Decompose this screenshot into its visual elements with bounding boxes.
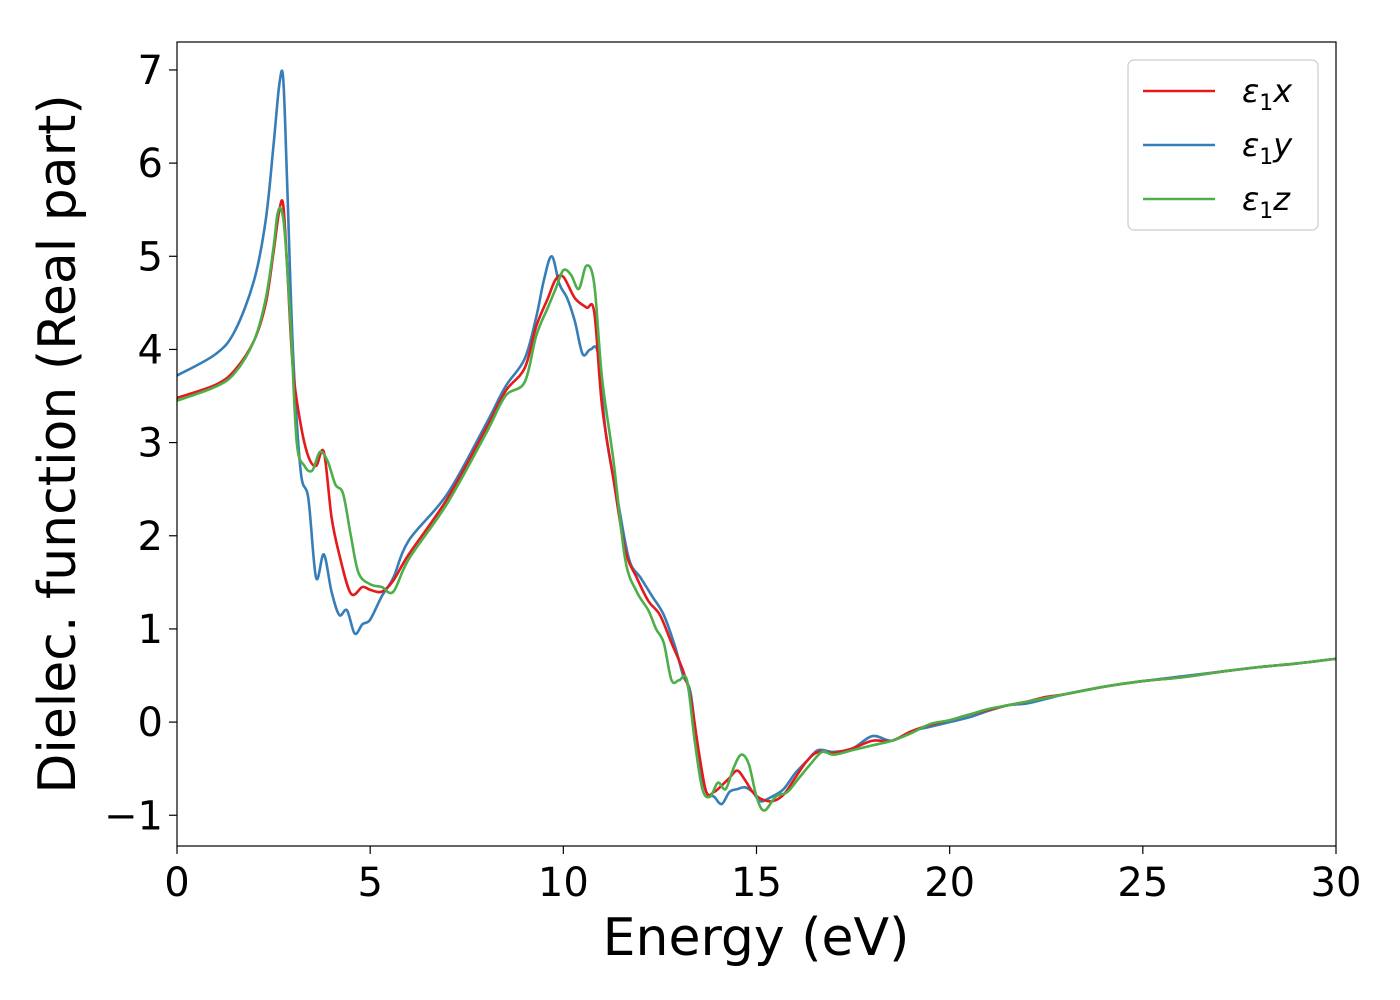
- legend-label-symbol: ε: [1242, 72, 1259, 110]
- x-tick-label: 0: [164, 860, 189, 906]
- y-tick-label: 6: [138, 141, 163, 187]
- legend-label-z: ε1z: [1242, 180, 1291, 224]
- y-axis: −1 0 1 2 3 4 5 6 7: [104, 48, 177, 839]
- series-line-z: [177, 206, 1336, 812]
- y-tick-label: 0: [138, 700, 163, 746]
- x-axis-title: Energy (eV): [603, 908, 910, 968]
- x-tick-label: 10: [538, 860, 589, 906]
- y-axis-title: Dielec. function (Real part): [28, 94, 88, 793]
- legend-box: [1127, 59, 1319, 231]
- legend-label-variable: z: [1272, 180, 1291, 218]
- plot-area: [176, 41, 1337, 847]
- x-tick-label: 5: [357, 860, 382, 906]
- legend-label-symbol: ε: [1242, 180, 1259, 218]
- legend-label-y: ε1y: [1242, 126, 1293, 170]
- y-tick-label: 2: [138, 514, 163, 560]
- legend-label-subscript: 1: [1259, 199, 1273, 224]
- y-tick-label: 4: [138, 327, 163, 373]
- x-tick-label: 15: [731, 860, 782, 906]
- y-tick-label: 7: [138, 48, 163, 94]
- legend-label-variable: x: [1272, 72, 1293, 110]
- series-layer: [177, 69, 1336, 812]
- y-tick-label: 5: [138, 234, 163, 280]
- legend-label-subscript: 1: [1259, 91, 1273, 116]
- x-tick-label: 25: [1117, 860, 1168, 906]
- x-axis: 0 5 10 15 20 25 30: [164, 846, 1361, 906]
- x-tick-label: 30: [1311, 860, 1362, 906]
- x-tick-label: 20: [924, 860, 975, 906]
- legend-label-x: ε1x: [1242, 72, 1293, 116]
- legend-label-subscript: 1: [1259, 145, 1273, 170]
- y-tick-label: −1: [104, 793, 163, 839]
- y-tick-label: 3: [138, 421, 163, 467]
- legend-label-variable: y: [1272, 126, 1293, 164]
- y-tick-label: 1: [138, 607, 163, 653]
- legend-label-symbol: ε: [1242, 126, 1259, 164]
